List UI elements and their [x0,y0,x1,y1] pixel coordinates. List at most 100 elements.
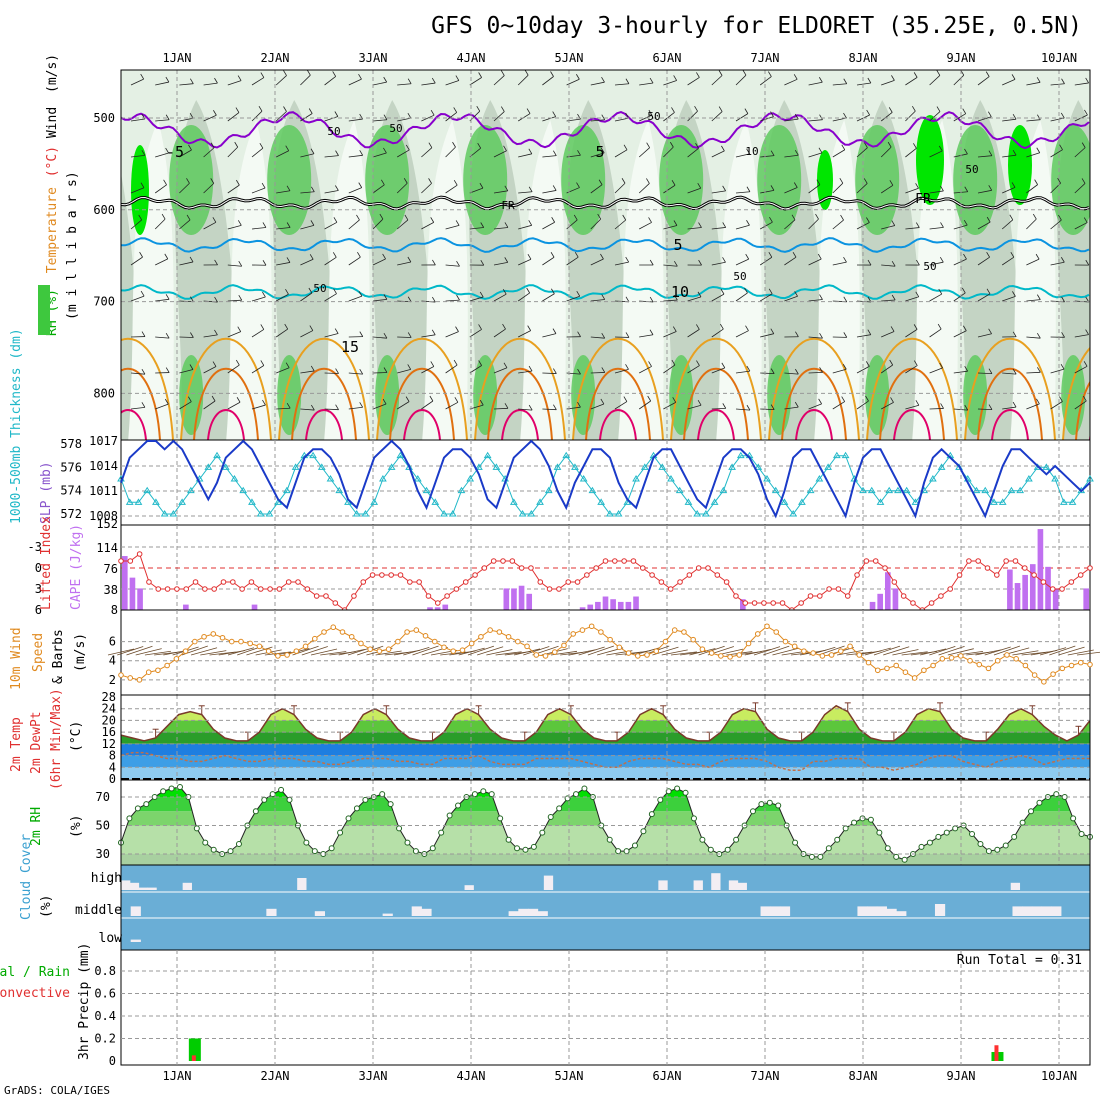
wind-barb-flag [742,70,747,76]
thickness-point [431,498,440,505]
wind-barb [251,110,263,122]
wind-barb-flag [478,72,482,78]
wind-barb-flag [211,395,216,402]
wind10-point [551,649,558,655]
temp2m-ylabel-2: 2m DewPt [29,711,44,774]
wind10-point [570,631,577,637]
wind-barb [1001,256,1015,266]
wind10-point [302,643,309,650]
wind-barb [735,408,750,411]
wind-barb-flag [381,179,385,186]
thickness-point [361,510,370,517]
precip-ytick: 0.2 [94,1032,116,1046]
wind-barb [759,76,772,86]
upper-air-contour-labels: -5 5 FR FR 5 10 15 50 50 50 50 50 10 50 50 [166,110,979,356]
wind-barb-flag [696,360,700,366]
rh-point [362,796,369,803]
li-point [537,579,544,585]
upper-wind-barbs [130,70,1090,411]
cloud-cell [411,906,422,916]
li-ylabel: Lifted Index [39,516,54,610]
wind-barb [905,365,918,374]
wind-barb [251,404,266,410]
wind10-point [293,648,300,654]
wind-barb-flag [867,259,872,266]
thickness-point [405,463,413,470]
wind-barb-flag [238,261,243,267]
li-point [677,579,683,585]
li-point [798,600,804,606]
wind10-point [422,633,429,639]
wind-barb [227,401,241,410]
wind10-point [1077,659,1084,666]
wind-barb [1026,299,1041,302]
wind-barb [977,408,993,410]
rh-band [561,125,606,235]
wind10-point [625,650,632,656]
wind-barb-flag [1012,149,1017,156]
wind-barb-flag [648,217,652,223]
wind-barb [663,184,676,194]
wind-barb-flag [307,70,311,76]
wind-barb-flag [382,398,387,405]
wind-barb [203,400,216,410]
wind-barb-flag [791,214,796,221]
wind-barb-flag [794,401,799,408]
wind-barb-flag [430,109,435,116]
cloud-cell [693,880,703,890]
thickness-point [911,498,920,505]
wind-barb [1026,218,1037,230]
wind-barb-flag [890,397,894,403]
wind-barb-flag [551,288,555,294]
wind-barb-flag [140,290,145,297]
wind-barb-flag [311,186,315,192]
wind-barb-flag [696,324,700,330]
rh-point [690,815,697,822]
cloud-cell [382,913,393,916]
wind10-barb [338,649,365,656]
wind-barb [396,182,408,194]
wind-barb-flag [577,401,581,408]
wind-barb [493,75,505,86]
wind-barb-flag [746,186,751,192]
wind-barb [1002,295,1016,302]
wind-barb [348,118,363,122]
wind-barb [227,184,240,194]
wind-barb-flag [1037,332,1041,339]
wind-barb-flag [649,296,654,303]
wind-barb-flag [722,257,726,263]
thickness-point [553,463,562,470]
rh-point [353,805,360,812]
wind-barb [348,372,363,375]
precip-ytick: 0.4 [94,1009,116,1023]
cloud-level-label: high [91,871,122,886]
wind-barb [614,219,626,230]
wind-barb-flag [815,213,819,220]
wind-barb-flag [768,252,773,258]
cloud-cell [543,875,554,890]
cape-bar [1052,588,1059,610]
thickness-ytick: 576 [60,460,82,474]
cape-bar [1037,529,1044,610]
rh-core [131,145,149,235]
precip-conv-bar [994,1045,999,1061]
li-point [807,593,814,599]
wind10-point [210,631,217,637]
wind-barb-flag [432,259,436,266]
wind10-barb [984,646,1011,656]
wind-barb-flag [649,329,654,335]
wind10-ylabel-4: (m/s) [73,633,88,672]
wind-barb [614,261,629,266]
wind-barb-flag [819,367,823,373]
wind-barb-flag [1012,291,1016,297]
rh2m-ylabel-unit: (%) [69,815,84,838]
li-point [351,593,357,599]
cloud-cell [658,880,668,890]
thickness-point [614,510,623,517]
wind-barb [251,296,266,302]
li-point [285,579,292,585]
wind10-barb [947,648,974,656]
wind-barb-flag [672,326,677,332]
wind-barb-flag [286,185,291,191]
wind-barb [1026,336,1041,339]
